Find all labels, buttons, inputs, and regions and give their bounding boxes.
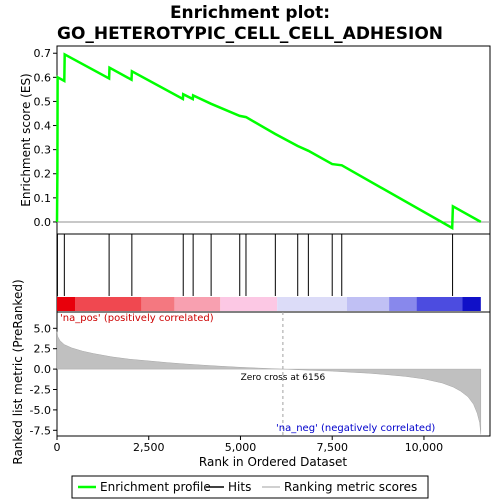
- metric-y-tick-label: 0.0: [34, 363, 52, 376]
- heat-bar-segment: [220, 297, 278, 311]
- heat-bar-segment: [462, 297, 481, 311]
- heat-bar-segment: [57, 297, 76, 311]
- x-tick-label: 10,000: [405, 441, 444, 454]
- es-y-tick-label: 0.7: [34, 47, 52, 60]
- heat-bar-segment: [416, 297, 463, 311]
- es-panel: 0.0 0.1 0.2 0.3 0.4 0.5 0.6 0.7 Enrichment scor…: [19, 45, 491, 235]
- es-y-tick-label: 0.5: [34, 95, 52, 108]
- ranking-metric-area: [56, 331, 482, 435]
- x-axis: 0 2,500 5,000 7,500 10,000: [54, 436, 444, 454]
- hit-lines: [56, 234, 454, 296]
- legend-frame: [71, 475, 429, 499]
- es-y-axis: 0.0 0.1 0.2 0.3 0.4 0.5 0.6 0.7: [34, 47, 57, 229]
- heat-bar-segment: [389, 297, 417, 311]
- metric-y-tick-label: -7.5: [30, 424, 51, 437]
- legend-enrichment-label: Enrichment profile: [100, 480, 211, 494]
- x-tick-label: 2,500: [133, 441, 165, 454]
- metric-y-tick-label: 5.0: [34, 322, 52, 335]
- chart-title-line1: Enrichment plot:: [170, 3, 330, 23]
- legend: Enrichment profile Hits Ranking metric s…: [71, 475, 429, 499]
- x-axis-label: Rank in Ordered Dataset: [199, 455, 347, 469]
- zero-cross-label: Zero cross at 6156: [241, 373, 326, 383]
- pos-label: 'na_pos' (positively correlated): [60, 313, 214, 324]
- heat-bar-segment: [174, 297, 221, 311]
- metric-ylabel: Ranked list metric (PreRanked): [11, 279, 25, 464]
- neg-label: 'na_neg' (negatively correlated): [276, 423, 435, 434]
- chart-title-line2: GO_HETEROTYPIC_CELL_CELL_ADHESION: [57, 24, 443, 44]
- metric-y-tick-label: 2.5: [34, 343, 52, 356]
- es-y-tick-label: 0.4: [34, 120, 52, 133]
- es-y-tick-label: 0.2: [34, 168, 52, 181]
- enrichment-profile-line: [55, 52, 482, 231]
- es-ylabel: Enrichment score (ES): [19, 73, 33, 206]
- ranking-heat-bar: [57, 297, 481, 311]
- x-tick-label: 7,500: [316, 441, 348, 454]
- legend-hits-label: Hits: [228, 480, 251, 494]
- heat-bar-segment: [346, 297, 390, 311]
- heat-bar-segment: [75, 297, 142, 311]
- es-y-tick-label: 0.3: [34, 144, 52, 157]
- hits-panel: [56, 233, 491, 313]
- legend-metric-label: Ranking metric scores: [284, 480, 417, 494]
- x-tick-label: 0: [54, 441, 61, 454]
- metric-y-tick-label: -2.5: [30, 384, 51, 397]
- metric-y-axis: 5.0 2.5 0.0 -2.5 -5.0 -7.5: [30, 322, 57, 437]
- metric-y-tick-label: -5.0: [30, 404, 51, 417]
- es-y-tick-label: 0.0: [34, 216, 52, 229]
- metric-panel: Zero cross at 6156 'na_pos' (positively …: [11, 279, 491, 465]
- es-y-tick-label: 0.1: [34, 192, 52, 205]
- heat-bar-segment: [141, 297, 175, 311]
- es-y-tick-label: 0.6: [34, 71, 52, 84]
- x-tick-label: 5,000: [225, 441, 257, 454]
- heat-bar-segment: [277, 297, 347, 311]
